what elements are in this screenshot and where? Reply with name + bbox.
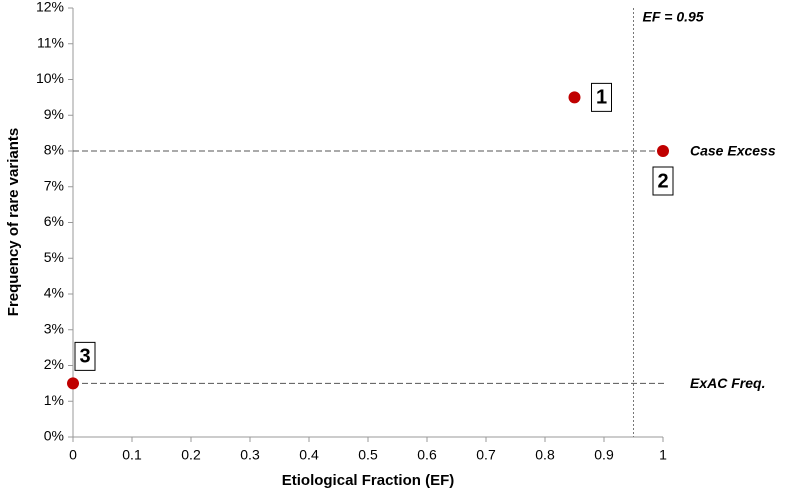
x-tick-label: 0.3 [240,447,260,463]
y-tick-label: 5% [44,249,64,265]
x-tick-label: 0.7 [476,447,496,463]
point [568,91,581,104]
y-axis-title: Frequency of rare variants [5,128,22,316]
point-label: 3 [79,346,90,368]
point-label: 2 [657,170,668,192]
y-tick-label: 6% [44,213,64,229]
reference-label: EF = 0.95 [643,9,704,25]
x-tick-label: 0 [69,447,77,463]
x-tick-label: 0.1 [122,447,142,463]
y-tick-label: 4% [44,285,64,301]
point-label-box [591,82,612,112]
x-tick-label: 0.4 [299,447,319,463]
reference-label: Case Excess [690,143,776,159]
point-label-box [74,341,96,371]
x-tick-label: 0.6 [417,447,437,463]
point [657,145,669,157]
point-label-box [652,166,674,196]
y-tick-label: 10% [36,70,64,86]
y-tick-label: 11% [37,34,64,50]
x-tick-label: 0.2 [181,447,201,463]
y-tick-label: 8% [44,142,64,158]
y-tick-label: 9% [44,106,64,122]
point [67,377,79,390]
y-tick-label: 3% [44,320,64,336]
y-tick-label: 2% [44,356,64,372]
x-tick-label: 1 [659,447,667,463]
x-tick-label: 0.9 [594,447,614,463]
y-tick-label: 0% [44,428,64,444]
x-axis-title: Etiological Fraction (EF) [282,472,455,489]
reference-label: ExAC Freq. [690,375,765,391]
point-label: 1 [596,87,607,109]
y-tick-label: 12% [36,0,64,15]
y-tick-label: 1% [44,392,64,408]
x-tick-label: 0.5 [358,447,378,463]
y-tick-label: 7% [44,177,64,193]
x-tick-label: 0.8 [535,447,555,463]
